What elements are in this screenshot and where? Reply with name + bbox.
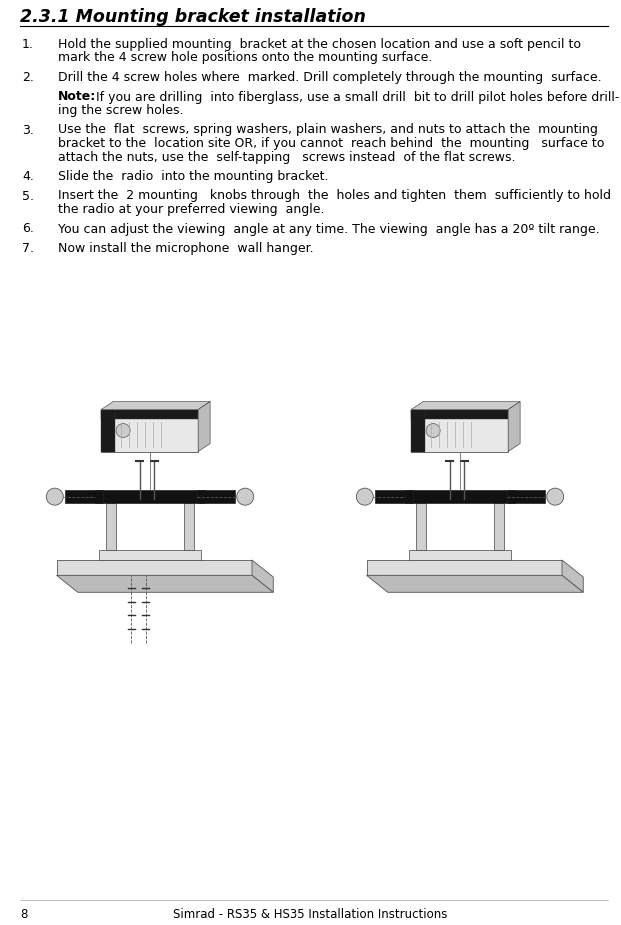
Bar: [411, 410, 508, 418]
Bar: [101, 410, 198, 418]
Text: Simrad - RS35 & HS35 Installation Instructions: Simrad - RS35 & HS35 Installation Instru…: [173, 908, 448, 921]
Text: Hold the supplied mounting  bracket at the chosen location and use a soft pencil: Hold the supplied mounting bracket at th…: [58, 38, 581, 51]
Bar: [494, 503, 504, 549]
Bar: [375, 490, 413, 503]
Bar: [507, 490, 545, 503]
Bar: [366, 560, 562, 575]
Text: Slide the  radio  into the mounting bracket.: Slide the radio into the mounting bracke…: [58, 170, 329, 183]
Bar: [197, 490, 235, 503]
Circle shape: [546, 488, 564, 505]
Text: 8: 8: [20, 908, 27, 921]
Text: Now install the microphone  wall hanger.: Now install the microphone wall hanger.: [58, 242, 314, 255]
Polygon shape: [411, 401, 520, 410]
Text: 2.: 2.: [22, 71, 34, 84]
Text: 7.: 7.: [22, 242, 34, 255]
Text: 4.: 4.: [22, 170, 34, 183]
Bar: [106, 503, 116, 549]
Text: 1.: 1.: [22, 38, 34, 51]
Polygon shape: [252, 560, 273, 592]
Bar: [411, 410, 425, 451]
Bar: [95, 490, 206, 503]
Text: 3.: 3.: [22, 124, 34, 137]
Text: 6.: 6.: [22, 223, 34, 236]
Polygon shape: [562, 560, 583, 592]
Text: the radio at your preferred viewing  angle.: the radio at your preferred viewing angl…: [58, 203, 325, 216]
Text: 2.3.1 Mounting bracket installation: 2.3.1 Mounting bracket installation: [20, 8, 366, 26]
Polygon shape: [366, 575, 583, 592]
Bar: [405, 490, 515, 503]
Text: 5.: 5.: [22, 190, 34, 203]
Bar: [409, 549, 511, 560]
Text: You can adjust the viewing  angle at any time. The viewing  angle has a 20º tilt: You can adjust the viewing angle at any …: [58, 223, 600, 236]
Text: Use the  flat  screws, spring washers, plain washers, and nuts to attach the  mo: Use the flat screws, spring washers, pla…: [58, 124, 598, 137]
Circle shape: [116, 424, 130, 438]
Polygon shape: [57, 575, 273, 592]
Polygon shape: [101, 401, 210, 410]
Text: attach the nuts, use the  self-tapping   screws instead  of the flat screws.: attach the nuts, use the self-tapping sc…: [58, 151, 515, 164]
Text: Insert the  2 mounting   knobs through  the  holes and tighten  them  sufficient: Insert the 2 mounting knobs through the …: [58, 190, 611, 203]
Text: bracket to the  location site OR, if you cannot  reach behind  the  mounting   s: bracket to the location site OR, if you …: [58, 137, 604, 150]
Bar: [411, 410, 508, 451]
Bar: [57, 560, 252, 575]
Text: If you are drilling  into fiberglass, use a small drill  bit to drill pilot hole: If you are drilling into fiberglass, use…: [88, 91, 619, 104]
Circle shape: [356, 488, 373, 505]
Text: Note:: Note:: [58, 91, 96, 104]
Circle shape: [426, 424, 440, 438]
Bar: [101, 410, 115, 451]
Text: ing the screw holes.: ing the screw holes.: [58, 104, 183, 117]
Bar: [416, 503, 426, 549]
Text: mark the 4 screw hole positions onto the mounting surface.: mark the 4 screw hole positions onto the…: [58, 52, 432, 65]
Circle shape: [47, 488, 63, 505]
Circle shape: [237, 488, 254, 505]
Polygon shape: [508, 401, 520, 451]
Bar: [101, 410, 198, 451]
Bar: [99, 549, 201, 560]
Text: Drill the 4 screw holes where  marked. Drill completely through the mounting  su: Drill the 4 screw holes where marked. Dr…: [58, 71, 602, 84]
Bar: [65, 490, 103, 503]
Polygon shape: [198, 401, 210, 451]
Bar: [184, 503, 194, 549]
